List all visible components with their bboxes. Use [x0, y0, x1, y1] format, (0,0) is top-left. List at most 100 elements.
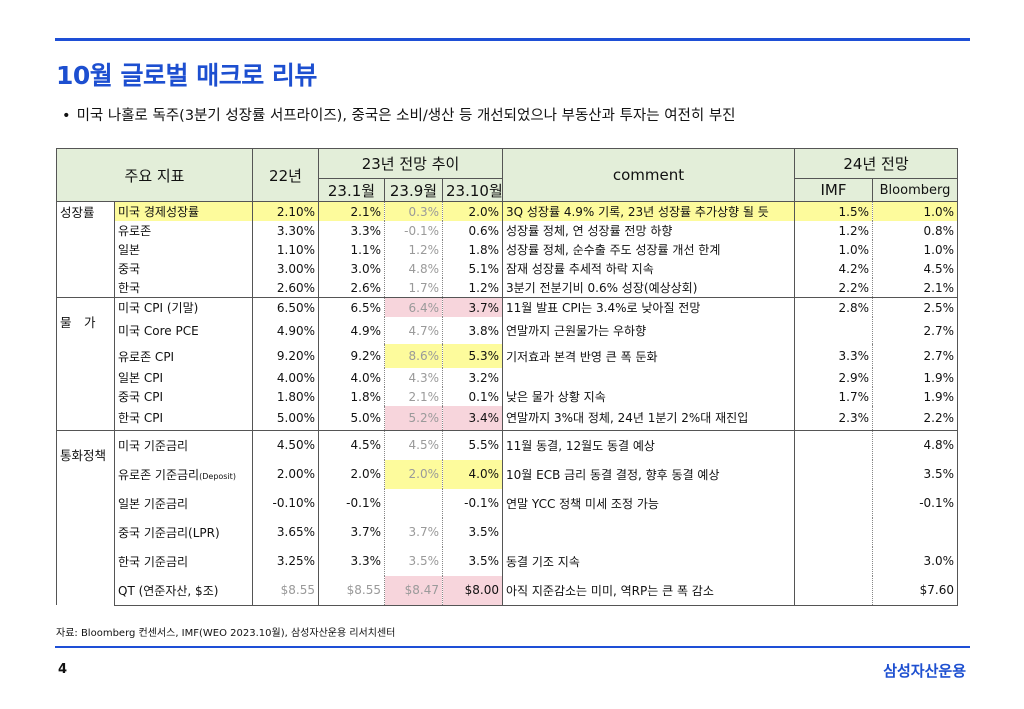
imf-forecast: 2.8% [794, 297, 873, 317]
imf-forecast [794, 517, 873, 547]
table-row: 중국 3.00% 3.0% 4.8% 5.1% 잠재 성장률 추세적 하락 지속… [57, 259, 959, 278]
table-row: 유로존 기준금리(Deposit) 2.00% 2.0% 2.0% 4.0% 1… [57, 459, 959, 489]
table-row: 일본 기준금리 -0.10% -0.1% -0.1% 연말 YCC 정책 미세 … [57, 488, 959, 518]
imf-forecast [794, 488, 873, 518]
value-2310: 3.5% [442, 546, 503, 576]
comment-cell: 성장률 정체, 연 성장률 전망 하향 [502, 221, 795, 240]
comment-cell: 아직 지준감소는 미미, 역RP는 큰 폭 감소 [502, 575, 795, 606]
value-2310: -0.1% [442, 488, 503, 518]
value-2309: 4.7% [384, 317, 443, 344]
category-growth: 성장률 [56, 201, 115, 298]
indicator-label: 유로존 기준금리 [118, 467, 200, 482]
imf-forecast: 4.2% [794, 259, 873, 278]
value-22: -0.10% [252, 488, 319, 518]
value-2309: 0.3% [384, 201, 443, 221]
value-2310: 3.4% [442, 406, 503, 430]
value-2301: 4.0% [318, 368, 385, 387]
table-row: 한국 기준금리 3.25% 3.3% 3.5% 3.5% 동결 기조 지속 3.… [57, 546, 959, 576]
table-row: 물 가 미국 CPI (기말) 6.50% 6.5% 6.4% 3.7% 11월… [56, 297, 959, 430]
comment-cell: 3Q 성장률 4.9% 기록, 23년 성장률 추가상향 될 듯 [502, 201, 795, 221]
value-2301: 2.6% [318, 278, 385, 298]
header-2301: 23.1월 [318, 178, 385, 202]
indicator-name: 일본 CPI [114, 368, 253, 387]
comment-cell: 기저효과 본격 반영 큰 폭 둔화 [502, 344, 795, 368]
bloomberg-forecast: 0.8% [872, 221, 959, 240]
indicator-name: 한국 기준금리 [114, 546, 253, 576]
value-2310: $8.00 [442, 575, 503, 606]
value-2310: 5.3% [442, 344, 503, 368]
value-22: 1.10% [252, 240, 319, 259]
bloomberg-forecast: 4.8% [872, 429, 959, 460]
indicator-name: 미국 Core PCE [114, 317, 253, 344]
comment-cell: 연말까지 근원물가는 우하향 [502, 317, 795, 344]
header-trend-23: 23년 전망 추이 [318, 148, 503, 179]
indicator-name: 유로존 기준금리(Deposit) [114, 459, 253, 489]
table-row: 미국 Core PCE 4.90% 4.9% 4.7% 3.8% 연말까지 근원… [57, 317, 959, 344]
value-22: 3.30% [252, 221, 319, 240]
subtitle-text: 미국 나홀로 독주(3분기 성장률 서프라이즈), 중국은 소비/생산 등 개선… [76, 108, 736, 124]
value-2309: 4.5% [384, 429, 443, 460]
indicator-name: 일본 [114, 240, 253, 259]
value-2309: 2.0% [384, 459, 443, 489]
value-2301: -0.1% [318, 488, 385, 518]
value-2301: 5.0% [318, 406, 385, 430]
category-monetary: 통화정책 [56, 429, 115, 605]
comment-cell: 10월 ECB 금리 동결 결정, 향후 동결 예상 [502, 459, 795, 489]
comment-cell: 잠재 성장률 추세적 하락 지속 [502, 259, 795, 278]
value-2309: 2.1% [384, 387, 443, 406]
value-2301: 1.1% [318, 240, 385, 259]
value-2310: 5.5% [442, 429, 503, 460]
imf-forecast [794, 459, 873, 489]
bottom-rule [55, 646, 970, 648]
indicator-name: 일본 기준금리 [114, 488, 253, 518]
header-2310: 23.10월 [442, 178, 503, 202]
imf-forecast [794, 317, 873, 344]
indicator-name: 미국 CPI (기말) [114, 297, 253, 317]
value-2310: 1.2% [442, 278, 503, 298]
imf-forecast: 2.9% [794, 368, 873, 387]
indicator-name: 한국 CPI [114, 406, 253, 430]
bloomberg-forecast: 1.0% [872, 240, 959, 259]
value-2301: 1.8% [318, 387, 385, 406]
table-row: 통화정책 미국 기준금리 4.50% 4.5% 4.5% 5.5% 11월 동결… [56, 429, 959, 605]
value-2309: 5.2% [384, 406, 443, 430]
table-row: QT (연준자산, $조) $8.55 $8.55 $8.47 $8.00 아직… [57, 575, 959, 606]
category-price: 물 가 [56, 297, 115, 430]
value-2309: 6.4% [384, 297, 443, 317]
table-row: 일본 1.10% 1.1% 1.2% 1.8% 성장률 정체, 순수출 주도 성… [57, 240, 959, 259]
indicator-name: 유로존 CPI [114, 344, 253, 368]
value-2309: -0.1% [384, 221, 443, 240]
value-2309: 3.7% [384, 517, 443, 547]
value-22: 4.00% [252, 368, 319, 387]
comment-cell [502, 368, 795, 387]
value-2310: 2.0% [442, 201, 503, 221]
value-22: 1.80% [252, 387, 319, 406]
imf-forecast: 1.2% [794, 221, 873, 240]
header-22: 22년 [252, 148, 319, 202]
value-22: 2.10% [252, 201, 319, 221]
imf-forecast: 2.2% [794, 278, 873, 298]
table-row: 일본 CPI 4.00% 4.0% 4.3% 3.2% 2.9% 1.9% [57, 368, 959, 387]
bloomberg-forecast: 4.5% [872, 259, 959, 278]
value-22: 9.20% [252, 344, 319, 368]
bloomberg-forecast [872, 517, 959, 547]
table-row: 중국 기준금리(LPR) 3.65% 3.7% 3.7% 3.5% [57, 517, 959, 547]
value-22: 4.50% [252, 429, 319, 460]
value-2301: 2.0% [318, 459, 385, 489]
value-2301: $8.55 [318, 575, 385, 606]
value-2310: 0.1% [442, 387, 503, 406]
indicator-name: 중국 기준금리(LPR) [114, 517, 253, 547]
bloomberg-forecast: 3.5% [872, 459, 959, 489]
indicator-name: 중국 [114, 259, 253, 278]
indicator-name: 중국 CPI [114, 387, 253, 406]
value-2310: 3.5% [442, 517, 503, 547]
table-row: 유로존 CPI 9.20% 9.2% 8.6% 5.3% 기저효과 본격 반영 … [57, 344, 959, 368]
value-2310: 3.8% [442, 317, 503, 344]
value-2301: 6.5% [318, 297, 385, 317]
value-2309: 4.8% [384, 259, 443, 278]
value-2309: 8.6% [384, 344, 443, 368]
indicator-name: 미국 기준금리 [114, 429, 253, 460]
bloomberg-forecast: 2.7% [872, 317, 959, 344]
bloomberg-forecast: 2.7% [872, 344, 959, 368]
imf-forecast: 1.0% [794, 240, 873, 259]
